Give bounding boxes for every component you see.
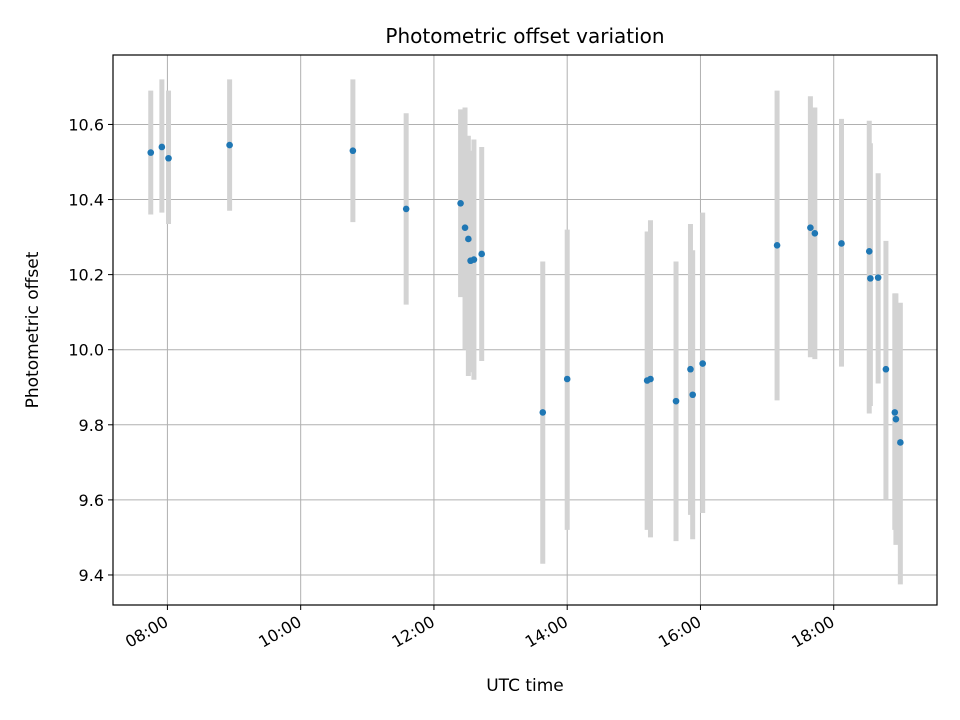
y-tick-label: 10.6 — [68, 115, 104, 134]
data-point — [811, 230, 819, 237]
x-axis-label: UTC time — [486, 676, 564, 696]
axis-ticks: 08:00 10:00 12:00 14:00 16:00 18:00 9.4 9.6 9.8 1… — [68, 115, 837, 651]
x-tick-label: 10:00 — [255, 612, 304, 652]
data-point — [226, 141, 233, 149]
y-tick-label: 10.2 — [68, 266, 104, 285]
data-point — [478, 250, 485, 258]
data-point — [865, 248, 873, 255]
data-point — [147, 149, 155, 156]
error-bars — [148, 79, 903, 585]
data-point — [773, 242, 781, 249]
x-tick-label: 14:00 — [522, 612, 571, 652]
data-point — [539, 409, 547, 416]
data-point — [470, 256, 478, 263]
data-point — [465, 235, 472, 243]
y-tick-label: 10.0 — [68, 341, 104, 360]
data-point — [807, 224, 814, 231]
x-tick-label: 16:00 — [655, 612, 704, 652]
y-tick-label: 10.4 — [68, 191, 104, 210]
data-point — [349, 147, 357, 155]
data-point — [647, 375, 654, 383]
data-point — [689, 391, 696, 399]
data-point — [867, 275, 874, 282]
plot-frame — [112, 54, 938, 606]
data-point — [457, 199, 464, 207]
x-tick-label: 18:00 — [788, 612, 837, 652]
x-tick-label: 08:00 — [122, 612, 171, 652]
data-point — [158, 143, 166, 151]
data-point — [699, 360, 706, 367]
data-point — [882, 365, 890, 373]
x-tick-label: 12:00 — [389, 612, 438, 652]
chart-title: Photometric offset variation — [385, 24, 664, 48]
data-point — [891, 409, 899, 416]
data-point — [672, 397, 680, 405]
data-point — [563, 375, 571, 383]
y-tick-label: 9.4 — [79, 566, 104, 585]
y-axis-label: Photometric offset — [23, 251, 43, 408]
y-tick-label: 9.6 — [79, 491, 104, 510]
y-tick-label: 9.8 — [79, 416, 104, 435]
data-point — [402, 205, 410, 213]
data-point — [874, 274, 882, 281]
data-point — [838, 240, 845, 247]
data-point — [892, 415, 900, 423]
data-point — [897, 439, 904, 446]
data-point — [687, 365, 694, 373]
data-point — [461, 224, 469, 231]
data-point — [165, 154, 172, 162]
data-points — [147, 141, 904, 446]
